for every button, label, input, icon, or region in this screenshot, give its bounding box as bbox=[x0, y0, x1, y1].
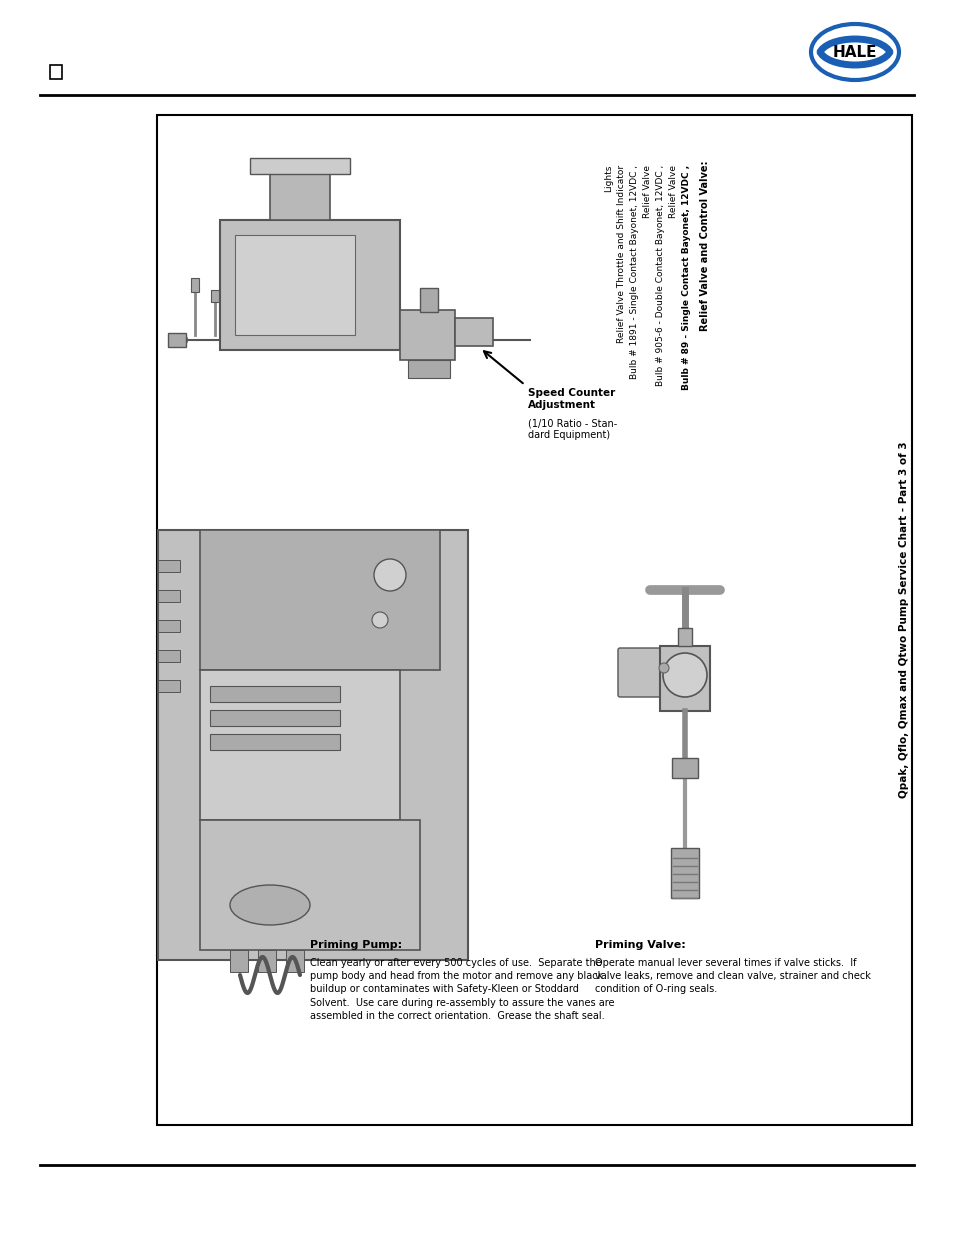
Circle shape bbox=[374, 559, 406, 592]
Circle shape bbox=[659, 663, 668, 673]
Bar bbox=[419, 288, 437, 312]
Text: Relief Valve Throttle and Shift Indicator: Relief Valve Throttle and Shift Indicato… bbox=[617, 165, 625, 343]
Text: Speed Counter
Adjustment: Speed Counter Adjustment bbox=[527, 388, 615, 410]
Text: Relief Valve: Relief Valve bbox=[668, 165, 678, 219]
Bar bbox=[670, 848, 699, 898]
Bar bbox=[191, 278, 199, 291]
Bar bbox=[408, 359, 450, 378]
Text: HALE: HALE bbox=[832, 44, 877, 59]
FancyBboxPatch shape bbox=[618, 648, 661, 697]
Bar bbox=[210, 685, 339, 701]
Circle shape bbox=[372, 613, 388, 629]
Bar bbox=[158, 530, 468, 960]
Bar bbox=[250, 158, 350, 174]
Bar bbox=[158, 559, 180, 572]
Bar bbox=[455, 317, 493, 346]
Bar bbox=[211, 290, 219, 303]
Text: Bulb # 1891 - Single Contact Bayonet, 12VDC ,: Bulb # 1891 - Single Contact Bayonet, 12… bbox=[629, 165, 639, 379]
Bar bbox=[234, 235, 355, 335]
Text: Priming Valve:: Priming Valve: bbox=[595, 940, 685, 950]
Bar bbox=[210, 710, 339, 726]
Bar bbox=[678, 629, 691, 646]
Circle shape bbox=[662, 653, 706, 697]
Text: (1/10 Ratio - Stan-
dard Equipment): (1/10 Ratio - Stan- dard Equipment) bbox=[527, 417, 617, 441]
Bar bbox=[220, 220, 399, 350]
Text: Operate manual lever several times if valve sticks.  If
valve leaks, remove and : Operate manual lever several times if va… bbox=[595, 958, 870, 994]
Text: Bulb # 905-6 - Double Contact Bayonet, 12VDC ,: Bulb # 905-6 - Double Contact Bayonet, 1… bbox=[656, 165, 664, 387]
Bar bbox=[157, 115, 911, 1125]
Bar bbox=[671, 758, 698, 778]
Bar bbox=[168, 333, 186, 347]
Text: Qpak, Qflo, Qmax and Qtwo Pump Service Chart - Part 3 of 3: Qpak, Qflo, Qmax and Qtwo Pump Service C… bbox=[898, 442, 908, 798]
Bar bbox=[50, 65, 62, 79]
Text: Lights: Lights bbox=[603, 165, 613, 193]
Bar bbox=[200, 820, 419, 950]
Bar bbox=[210, 734, 339, 750]
Bar bbox=[399, 310, 455, 359]
Bar bbox=[158, 620, 180, 632]
Ellipse shape bbox=[230, 885, 310, 925]
Bar bbox=[659, 646, 709, 711]
Text: Clean yearly or after every 500 cycles of use.  Separate the
pump body and head : Clean yearly or after every 500 cycles o… bbox=[310, 958, 614, 1021]
Ellipse shape bbox=[809, 23, 899, 82]
Bar bbox=[200, 671, 399, 820]
Bar bbox=[230, 950, 248, 972]
Bar bbox=[158, 650, 180, 662]
Bar bbox=[257, 950, 275, 972]
Text: Bulb # 89 - Single Contact Bayonet, 12VDC ,: Bulb # 89 - Single Contact Bayonet, 12VD… bbox=[681, 165, 690, 390]
Bar bbox=[286, 950, 304, 972]
Text: Relief Valve: Relief Valve bbox=[642, 165, 651, 219]
Bar bbox=[200, 530, 439, 671]
Bar bbox=[158, 590, 180, 601]
Bar bbox=[158, 680, 180, 692]
Text: Relief Valve and Control Valve:: Relief Valve and Control Valve: bbox=[700, 161, 709, 331]
Text: Priming Pump:: Priming Pump: bbox=[310, 940, 402, 950]
Bar bbox=[270, 170, 330, 220]
